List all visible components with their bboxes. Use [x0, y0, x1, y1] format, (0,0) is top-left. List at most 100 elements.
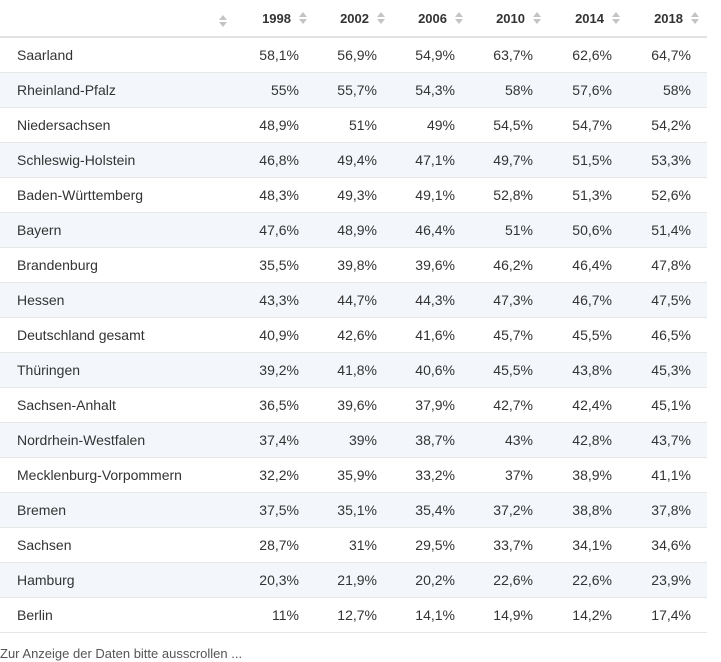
sort-icon[interactable]	[219, 14, 227, 28]
row-label: Bremen	[0, 492, 235, 528]
table-cell: 62,6%	[549, 37, 628, 73]
table-cell: 42,6%	[315, 317, 393, 353]
column-header-label: 2014	[575, 10, 604, 26]
data-table: 1998 2002 2006	[0, 0, 707, 633]
table-row: Bremen 37,5% 35,1% 35,4% 37,2% 38,8% 37,8%	[0, 492, 707, 528]
table-cell: 43%	[471, 422, 549, 458]
row-label: Sachsen	[0, 527, 235, 563]
column-header-2018[interactable]: 2018	[628, 0, 707, 38]
row-label: Thüringen	[0, 352, 235, 388]
table-cell: 43,3%	[235, 282, 315, 318]
table-row: Baden-Württemberg 48,3% 49,3% 49,1% 52,8% 51,…	[0, 177, 707, 213]
table-cell: 47,3%	[471, 282, 549, 318]
sort-icon[interactable]	[612, 11, 620, 25]
table-row: Hessen 43,3% 44,7% 44,3% 47,3% 46,7% 47,5%	[0, 282, 707, 318]
table-cell: 52,8%	[471, 177, 549, 213]
row-label: Schleswig-Holstein	[0, 142, 235, 178]
table-cell: 40,9%	[235, 317, 315, 353]
table-cell: 35,9%	[315, 457, 393, 493]
sort-icon[interactable]	[455, 11, 463, 25]
sort-icon[interactable]	[691, 11, 699, 25]
table-cell: 44,7%	[315, 282, 393, 318]
table-cell: 47,1%	[393, 142, 471, 178]
table-cell: 37,2%	[471, 492, 549, 528]
table-cell: 34,6%	[628, 527, 707, 563]
table-cell: 12,7%	[315, 597, 393, 633]
table-row: Nordrhein-Westfalen 37,4% 39% 38,7% 43% 42,8%…	[0, 422, 707, 458]
table-cell: 39,2%	[235, 352, 315, 388]
table-cell: 46,5%	[628, 317, 707, 353]
table-cell: 39,6%	[315, 387, 393, 423]
table-cell: 37%	[471, 457, 549, 493]
table-cell: 47,5%	[628, 282, 707, 318]
row-label: Niedersachsen	[0, 107, 235, 143]
table-cell: 54,9%	[393, 37, 471, 73]
table-cell: 38,7%	[393, 422, 471, 458]
column-header-2010[interactable]: 2010	[471, 0, 549, 38]
column-header-2014[interactable]: 2014	[549, 0, 628, 38]
row-label: Hessen	[0, 282, 235, 318]
table-cell: 54,3%	[393, 72, 471, 108]
row-label: Nordrhein-Westfalen	[0, 422, 235, 458]
table-cell: 49%	[393, 107, 471, 143]
table-cell: 33,2%	[393, 457, 471, 493]
table-cell: 40,6%	[393, 352, 471, 388]
table-cell: 20,2%	[393, 562, 471, 598]
table-cell: 54,7%	[549, 107, 628, 143]
table-row: Saarland 58,1% 56,9% 54,9% 63,7% 62,6% 64,7%	[0, 37, 707, 73]
table-cell: 42,8%	[549, 422, 628, 458]
row-label: Saarland	[0, 37, 235, 73]
table-cell: 39,6%	[393, 247, 471, 283]
table-cell: 48,9%	[235, 107, 315, 143]
table-cell: 35,4%	[393, 492, 471, 528]
table-cell: 46,4%	[549, 247, 628, 283]
table-row: Schleswig-Holstein 46,8% 49,4% 47,1% 49,7% 51…	[0, 142, 707, 178]
table-cell: 38,8%	[549, 492, 628, 528]
table-cell: 41,1%	[628, 457, 707, 493]
table-cell: 49,4%	[315, 142, 393, 178]
table-row: Berlin 11% 12,7% 14,1% 14,9% 14,2% 17,4%	[0, 597, 707, 633]
table-cell: 45,1%	[628, 387, 707, 423]
table-cell: 36,5%	[235, 387, 315, 423]
table-cell: 45,3%	[628, 352, 707, 388]
table-cell: 41,8%	[315, 352, 393, 388]
table-cell: 58,1%	[235, 37, 315, 73]
table-cell: 11%	[235, 597, 315, 633]
table-cell: 45,5%	[471, 352, 549, 388]
table-cell: 20,3%	[235, 562, 315, 598]
column-header-2006[interactable]: 2006	[393, 0, 471, 38]
table-cell: 39,8%	[315, 247, 393, 283]
table-cell: 29,5%	[393, 527, 471, 563]
sort-icon[interactable]	[377, 11, 385, 25]
table-cell: 58%	[471, 72, 549, 108]
table-cell: 21,9%	[315, 562, 393, 598]
table-cell: 35,5%	[235, 247, 315, 283]
column-header-1998[interactable]: 1998	[235, 0, 315, 38]
table-cell: 39%	[315, 422, 393, 458]
sort-icon[interactable]	[533, 11, 541, 25]
table-cell: 51,5%	[549, 142, 628, 178]
table-cell: 51%	[471, 212, 549, 248]
row-label: Mecklenburg-Vorpommern	[0, 457, 235, 493]
table-row: Sachsen 28,7% 31% 29,5% 33,7% 34,1% 34,6%	[0, 527, 707, 563]
table-cell: 31%	[315, 527, 393, 563]
table-cell: 32,2%	[235, 457, 315, 493]
column-header-label: 2010	[496, 10, 525, 26]
header-row: 1998 2002 2006	[0, 0, 707, 38]
row-label: Brandenburg	[0, 247, 235, 283]
table-cell: 53,3%	[628, 142, 707, 178]
table-cell: 17,4%	[628, 597, 707, 633]
column-header-2002[interactable]: 2002	[315, 0, 393, 38]
table-cell: 42,4%	[549, 387, 628, 423]
table-cell: 43,7%	[628, 422, 707, 458]
table-cell: 22,6%	[549, 562, 628, 598]
column-header-name[interactable]	[0, 0, 235, 38]
table-row: Niedersachsen 48,9% 51% 49% 54,5% 54,7% 54,2%	[0, 107, 707, 143]
table-cell: 46,8%	[235, 142, 315, 178]
table-cell: 48,3%	[235, 177, 315, 213]
table-cell: 28,7%	[235, 527, 315, 563]
sort-icon[interactable]	[299, 11, 307, 25]
table-cell: 51,4%	[628, 212, 707, 248]
table-cell: 54,2%	[628, 107, 707, 143]
table-cell: 38,9%	[549, 457, 628, 493]
